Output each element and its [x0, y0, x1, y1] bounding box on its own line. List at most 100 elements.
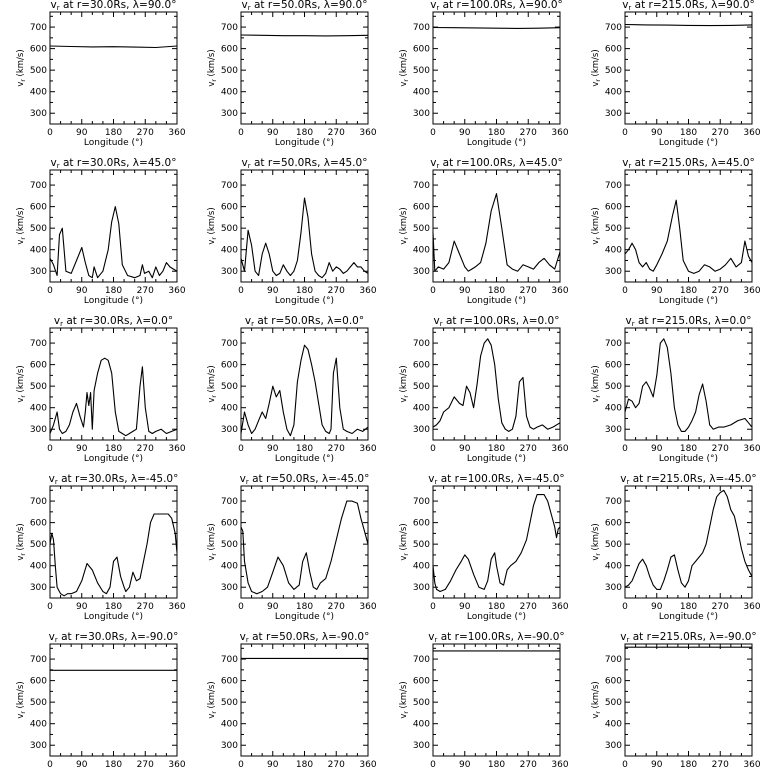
y-tick-label: 400: [30, 404, 47, 414]
x-axis-label: Longitude (°): [275, 612, 334, 622]
x-tick-label: 360: [551, 286, 568, 296]
x-tick-label: 270: [137, 760, 154, 768]
y-tick-label: 300: [221, 109, 238, 119]
x-tick-label: 270: [328, 602, 345, 612]
panel-title: vr at r=100.0Rs, λ=45.0°: [430, 157, 563, 170]
x-tick-label: 360: [359, 444, 376, 454]
panel: 0 90 180 270 360 300 400 500 600 700 vr at r=30.0R…: [16, 157, 186, 306]
x-tick-label: 360: [168, 128, 185, 138]
y-tick-label: 400: [221, 720, 238, 730]
y-tick-label: 600: [30, 45, 47, 55]
x-axis-label: Longitude (°): [84, 138, 143, 148]
panel: 0 90 180 270 360 300 400 500 600 700 vr at r=100.0…: [399, 315, 569, 464]
y-tick-label: 600: [221, 519, 238, 529]
x-tick-label: 180: [105, 760, 122, 768]
y-tick-label: 600: [221, 45, 238, 55]
x-tick-label: 90: [651, 602, 663, 612]
x-tick-label: 360: [168, 286, 185, 296]
y-tick-label: 500: [30, 66, 47, 76]
x-axis-label: Longitude (°): [84, 296, 143, 306]
x-tick-label: 0: [238, 760, 244, 768]
x-tick-label: 90: [651, 128, 663, 138]
y-tick-label: 600: [413, 203, 430, 213]
panel: 0 90 180 270 360 300 400 500 600 700 vr at r=100.0…: [399, 631, 569, 768]
y-tick-label: 600: [221, 203, 238, 213]
x-tick-label: 90: [76, 128, 88, 138]
x-tick-label: 90: [651, 286, 663, 296]
x-tick-label: 180: [296, 444, 313, 454]
y-tick-label: 600: [605, 519, 622, 529]
y-tick-label: 500: [221, 66, 238, 76]
y-tick-label: 500: [30, 698, 47, 708]
y-axis-label: vr (km/s): [399, 365, 410, 402]
x-tick-label: 90: [267, 128, 279, 138]
x-tick-label: 360: [168, 602, 185, 612]
plot-frame: [49, 11, 178, 125]
y-tick-label: 300: [413, 425, 430, 435]
x-tick-label: 0: [47, 444, 53, 454]
y-tick-label: 600: [221, 361, 238, 371]
y-tick-label: 400: [413, 246, 430, 256]
y-tick-label: 400: [221, 246, 238, 256]
x-tick-label: 0: [238, 286, 244, 296]
y-tick-label: 400: [30, 720, 47, 730]
x-tick-label: 0: [622, 286, 628, 296]
x-tick-label: 90: [267, 760, 279, 768]
y-tick-label: 400: [605, 246, 622, 256]
plot-frame: [624, 11, 753, 125]
x-tick-label: 270: [137, 128, 154, 138]
x-axis-label: Longitude (°): [275, 454, 334, 464]
x-tick-label: 270: [712, 760, 729, 768]
y-tick-label: 400: [30, 562, 47, 572]
x-tick-label: 180: [680, 128, 697, 138]
x-tick-label: 270: [328, 128, 345, 138]
y-tick-label: 300: [413, 267, 430, 277]
x-tick-label: 0: [430, 602, 436, 612]
y-tick-label: 500: [605, 540, 622, 550]
y-axis-label: vr (km/s): [399, 49, 410, 86]
x-tick-label: 180: [105, 128, 122, 138]
y-tick-label: 300: [605, 425, 622, 435]
y-tick-label: 300: [413, 741, 430, 751]
x-tick-label: 180: [488, 760, 505, 768]
y-tick-label: 500: [605, 224, 622, 234]
y-axis-label: vr (km/s): [591, 681, 602, 718]
panel-title: vr at r=50.0Rs, λ=-45.0°: [240, 473, 370, 486]
x-axis-label: Longitude (°): [84, 612, 143, 622]
series-line: [624, 23, 753, 27]
y-tick-label: 300: [30, 425, 47, 435]
y-tick-label: 700: [413, 339, 430, 349]
y-tick-label: 700: [605, 339, 622, 349]
x-tick-label: 270: [520, 760, 537, 768]
y-axis-label: vr (km/s): [16, 49, 27, 86]
x-tick-label: 270: [328, 760, 345, 768]
panel: 0 90 180 270 360 300 400 500 600 700 vr at r=100.0…: [399, 157, 569, 306]
x-tick-label: 0: [622, 128, 628, 138]
panel: 0 90 180 270 360 300 400 500 600 700 vr at r=30.0R…: [16, 631, 186, 768]
y-tick-label: 300: [605, 583, 622, 593]
series-line: [49, 357, 178, 437]
panel: 0 90 180 270 360 300 400 500 600 700 vr at r=50.0R…: [207, 315, 377, 464]
x-tick-label: 270: [137, 286, 154, 296]
y-tick-label: 300: [605, 267, 622, 277]
x-tick-label: 90: [267, 444, 279, 454]
x-tick-label: 360: [359, 128, 376, 138]
y-tick-label: 700: [30, 181, 47, 191]
y-axis-label: vr (km/s): [207, 681, 218, 718]
y-tick-label: 300: [413, 109, 430, 119]
x-tick-label: 0: [430, 444, 436, 454]
panel-title: vr at r=30.0Rs, λ=-45.0°: [49, 473, 179, 486]
panel: 0 90 180 270 360 300 400 500 600 700 vr at r=100.0…: [399, 473, 569, 622]
x-tick-label: 360: [743, 128, 760, 138]
x-tick-label: 90: [76, 602, 88, 612]
x-tick-label: 270: [712, 602, 729, 612]
y-tick-label: 600: [605, 677, 622, 687]
y-tick-label: 700: [413, 181, 430, 191]
x-tick-label: 180: [680, 444, 697, 454]
y-tick-label: 400: [221, 562, 238, 572]
x-tick-label: 180: [105, 602, 122, 612]
y-tick-label: 300: [605, 741, 622, 751]
x-tick-label: 180: [105, 286, 122, 296]
x-tick-label: 360: [168, 760, 185, 768]
y-tick-label: 400: [605, 562, 622, 572]
